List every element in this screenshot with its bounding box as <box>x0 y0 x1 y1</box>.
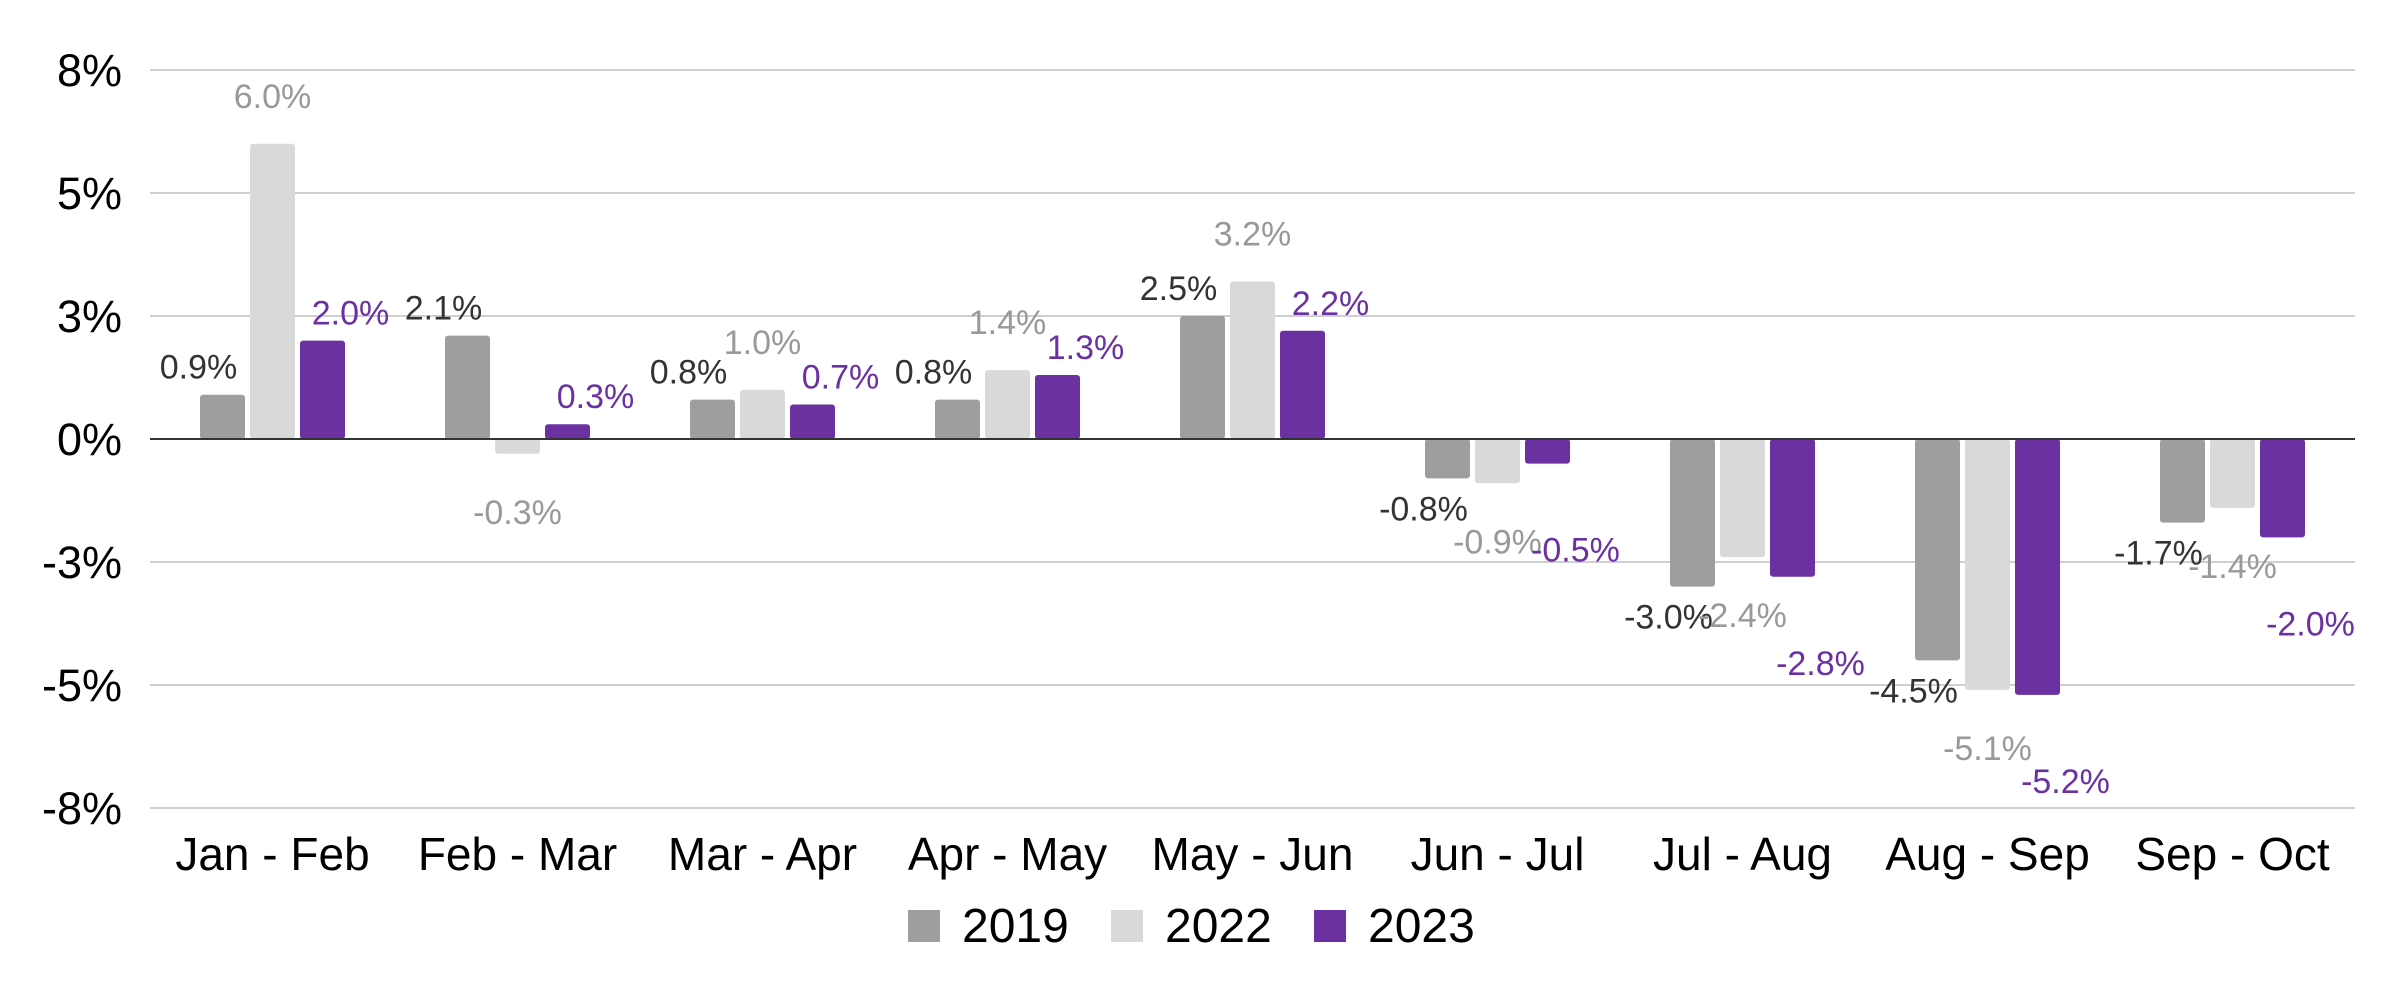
bar-2019-7 <box>1915 439 1960 661</box>
y-axis-ticks: 8% 5% 3% 0% -3% -5% -8% <box>42 45 122 834</box>
bar-2022-8 <box>2210 439 2255 508</box>
data-label: 1.3% <box>1047 329 1125 367</box>
data-label: 0.8% <box>895 354 973 392</box>
data-label: 0.8% <box>650 354 728 392</box>
bar-2023-1 <box>545 424 590 439</box>
data-label: -0.8% <box>1379 490 1468 528</box>
data-label: -4.5% <box>1869 672 1958 710</box>
legend-label: 2023 <box>1368 900 1475 953</box>
bar-2022-3 <box>985 370 1030 439</box>
data-label: 0.9% <box>160 349 238 387</box>
data-label: 1.0% <box>724 324 802 362</box>
bar-2023-0 <box>300 340 345 439</box>
bar-2023-5 <box>1525 439 1570 464</box>
bar-2022-5 <box>1475 439 1520 484</box>
x-category-label: May - Jun <box>1152 828 1354 880</box>
data-label: -0.9% <box>1453 523 1542 561</box>
bar-2019-1 <box>445 335 490 439</box>
bar-2019-8 <box>2160 439 2205 523</box>
bar-2022-0 <box>250 143 295 440</box>
data-label: 0.7% <box>802 359 880 397</box>
bar-2023-2 <box>790 404 835 439</box>
bar-2022-4 <box>1230 281 1275 439</box>
x-category-label: Mar - Apr <box>668 828 857 880</box>
bar-2019-6 <box>1670 439 1715 587</box>
x-category-label: Sep - Oct <box>2135 828 2330 880</box>
bar-2022-7 <box>1965 439 2010 690</box>
bar-2023-8 <box>2260 439 2305 538</box>
bar-2022-2 <box>740 389 785 439</box>
data-label: -2.0% <box>2266 605 2355 643</box>
bar-2023-7 <box>2015 439 2060 695</box>
y-tick-label: 0% <box>57 414 122 465</box>
bar-2023-3 <box>1035 375 1080 439</box>
data-label: -1.4% <box>2188 548 2277 586</box>
bar-2022-1 <box>495 439 540 454</box>
x-category-label: Jun - Jul <box>1411 828 1585 880</box>
data-label: 2.1% <box>405 290 483 328</box>
x-category-label: Jul - Aug <box>1653 828 1832 880</box>
bar-2023-6 <box>1770 439 1815 577</box>
x-category-label: Feb - Mar <box>418 828 617 880</box>
data-label: 6.0% <box>234 78 312 116</box>
x-category-label: Aug - Sep <box>1885 828 2090 880</box>
data-label: -0.5% <box>1531 532 1620 570</box>
data-label: -5.1% <box>1943 730 2032 768</box>
legend-swatch <box>908 910 940 942</box>
legend-swatch <box>1314 910 1346 942</box>
x-category-label: Apr - May <box>908 828 1107 880</box>
data-label: -5.2% <box>2021 763 2110 801</box>
data-label: 2.5% <box>1140 270 1218 308</box>
bar-2023-4 <box>1280 330 1325 439</box>
data-label: -0.3% <box>473 494 562 532</box>
data-labels: 0.9%6.0%2.0% 2.1%-0.3%0.3%0.8%1.0%0.7% 0.8… <box>160 78 2355 801</box>
legend: 2019 2022 2023 <box>908 900 1475 953</box>
data-label: 0.3% <box>557 378 635 416</box>
data-label: -3.0% <box>1624 599 1713 637</box>
y-tick-label: 8% <box>57 45 122 96</box>
legend-item-2019: 2019 <box>908 900 1069 953</box>
data-label: 1.4% <box>969 304 1047 342</box>
bar-2019-5 <box>1425 439 1470 479</box>
bar-2022-6 <box>1720 439 1765 558</box>
bars <box>200 143 2305 695</box>
legend-swatch <box>1111 910 1143 942</box>
y-tick-label: 5% <box>57 168 122 219</box>
x-axis-categories: Jan - Feb Feb - Mar Mar - Apr Apr - May May … <box>175 828 2330 880</box>
bar-2019-2 <box>690 399 735 439</box>
bar-2019-0 <box>200 394 245 439</box>
y-tick-label: -5% <box>42 660 122 711</box>
data-label: 3.2% <box>1214 216 1292 254</box>
bar-2019-4 <box>1180 316 1225 439</box>
legend-item-2023: 2023 <box>1314 900 1475 953</box>
data-label: -2.8% <box>1776 645 1865 683</box>
data-label: 2.0% <box>312 295 390 333</box>
y-tick-label: -8% <box>42 783 122 834</box>
data-label: 2.2% <box>1292 285 1370 323</box>
data-label: -2.4% <box>1698 597 1787 635</box>
bar-2019-3 <box>935 399 980 439</box>
legend-label: 2022 <box>1165 900 1272 953</box>
y-tick-label: 3% <box>57 291 122 342</box>
x-category-label: Jan - Feb <box>175 828 369 880</box>
y-tick-label: -3% <box>42 537 122 588</box>
legend-label: 2019 <box>962 900 1069 953</box>
legend-item-2022: 2022 <box>1111 900 1272 953</box>
data-label: -1.7% <box>2114 535 2203 573</box>
